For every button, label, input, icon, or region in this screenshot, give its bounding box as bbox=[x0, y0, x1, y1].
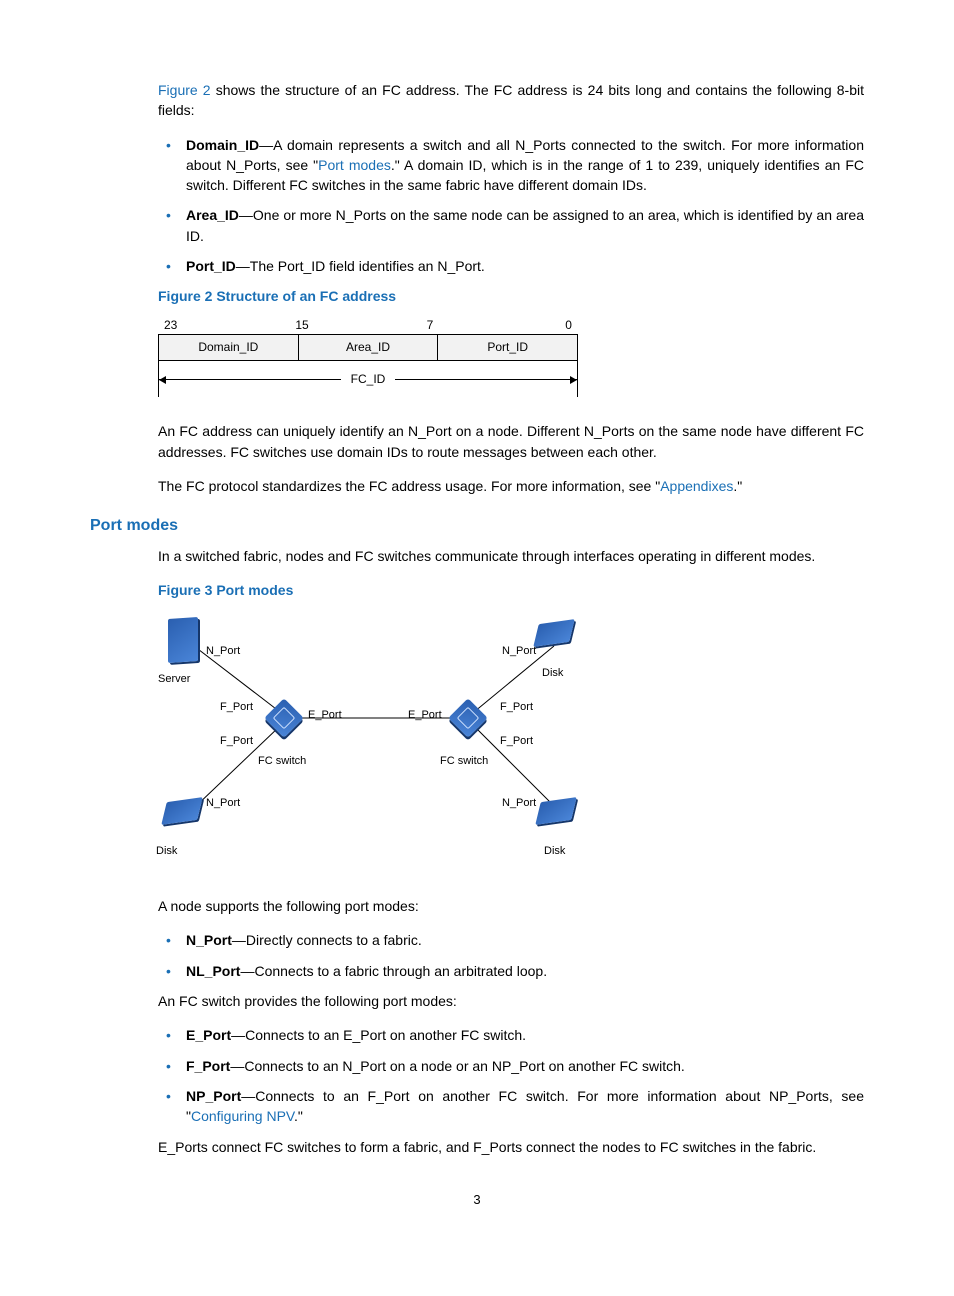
fc-id-label: FC_ID bbox=[341, 371, 396, 388]
paragraph: E_Ports connect FC switches to form a fa… bbox=[158, 1137, 864, 1157]
term: NL_Port bbox=[186, 963, 240, 979]
disk-label: Disk bbox=[544, 844, 565, 860]
server-icon bbox=[168, 617, 198, 663]
figure-2-title: Figure 2 Structure of an FC address bbox=[158, 286, 864, 306]
fport-label: F_Port bbox=[500, 700, 533, 716]
fc-switch-label: FC switch bbox=[440, 754, 488, 770]
list-item: NL_Port—Connects to a fabric through an … bbox=[158, 961, 864, 981]
nport-label: N_Port bbox=[502, 796, 536, 812]
port-modes-diagram: Server N_Port Disk N_Port Disk N_Port Di… bbox=[150, 610, 590, 870]
term: E_Port bbox=[186, 1027, 231, 1043]
port-modes-heading: Port modes bbox=[90, 514, 864, 537]
switch-modes-list: E_Port—Connects to an E_Port on another … bbox=[158, 1025, 864, 1126]
list-item: Domain_ID—A domain represents a switch a… bbox=[158, 135, 864, 196]
fport-label: F_Port bbox=[220, 700, 253, 716]
term: Port_ID bbox=[186, 258, 236, 274]
configuring-npv-link[interactable]: Configuring NPV bbox=[191, 1108, 294, 1124]
paragraph: The FC protocol standardizes the FC addr… bbox=[158, 476, 864, 496]
eport-label: E_Port bbox=[408, 708, 442, 724]
fc-address-diagram: 23 15 7 0 Domain_ID Area_ID Port_ID FC_I… bbox=[158, 317, 578, 398]
figure-3-title: Figure 3 Port modes bbox=[158, 580, 864, 600]
fc-fields-list: Domain_ID—A domain represents a switch a… bbox=[158, 135, 864, 277]
list-item: NP_Port—Connects to an F_Port on another… bbox=[158, 1086, 864, 1127]
fc-cell: Area_ID bbox=[298, 335, 438, 360]
intro-text: shows the structure of an FC address. Th… bbox=[158, 82, 864, 118]
bit-label: 23 bbox=[158, 317, 289, 334]
term: Area_ID bbox=[186, 207, 239, 223]
list-item: E_Port—Connects to an E_Port on another … bbox=[158, 1025, 864, 1045]
bit-label: 0 bbox=[552, 317, 578, 334]
nport-label: N_Port bbox=[502, 644, 536, 660]
list-item: Port_ID—The Port_ID field identifies an … bbox=[158, 256, 864, 276]
term: N_Port bbox=[186, 932, 232, 948]
nport-label: N_Port bbox=[206, 796, 240, 812]
paragraph: In a switched fabric, nodes and FC switc… bbox=[158, 546, 864, 566]
fc-cell: Domain_ID bbox=[159, 335, 298, 360]
figure-2-link[interactable]: Figure 2 bbox=[158, 82, 211, 98]
node-modes-list: N_Port—Directly connects to a fabric. NL… bbox=[158, 930, 864, 981]
intro-paragraph: Figure 2 shows the structure of an FC ad… bbox=[158, 80, 864, 121]
port-modes-link[interactable]: Port modes bbox=[318, 157, 391, 173]
disk-label: Disk bbox=[156, 844, 177, 860]
bit-label: 7 bbox=[421, 317, 552, 334]
fport-label: F_Port bbox=[220, 734, 253, 750]
appendixes-link[interactable]: Appendixes bbox=[660, 478, 733, 494]
term: NP_Port bbox=[186, 1088, 241, 1104]
bit-label: 15 bbox=[289, 317, 420, 334]
term: Domain_ID bbox=[186, 137, 259, 153]
nport-label: N_Port bbox=[206, 644, 240, 660]
fc-cell: Port_ID bbox=[437, 335, 577, 360]
disk-label: Disk bbox=[542, 666, 563, 682]
fport-label: F_Port bbox=[500, 734, 533, 750]
paragraph: An FC switch provides the following port… bbox=[158, 991, 864, 1011]
list-item: Area_ID—One or more N_Ports on the same … bbox=[158, 205, 864, 246]
page-number: 3 bbox=[90, 1191, 864, 1210]
paragraph: An FC address can uniquely identify an N… bbox=[158, 421, 864, 462]
list-item: F_Port—Connects to an N_Port on a node o… bbox=[158, 1056, 864, 1076]
fc-switch-label: FC switch bbox=[258, 754, 306, 770]
server-label: Server bbox=[158, 672, 190, 688]
term: F_Port bbox=[186, 1058, 230, 1074]
eport-label: E_Port bbox=[308, 708, 342, 724]
list-item: N_Port—Directly connects to a fabric. bbox=[158, 930, 864, 950]
paragraph: A node supports the following port modes… bbox=[158, 896, 864, 916]
